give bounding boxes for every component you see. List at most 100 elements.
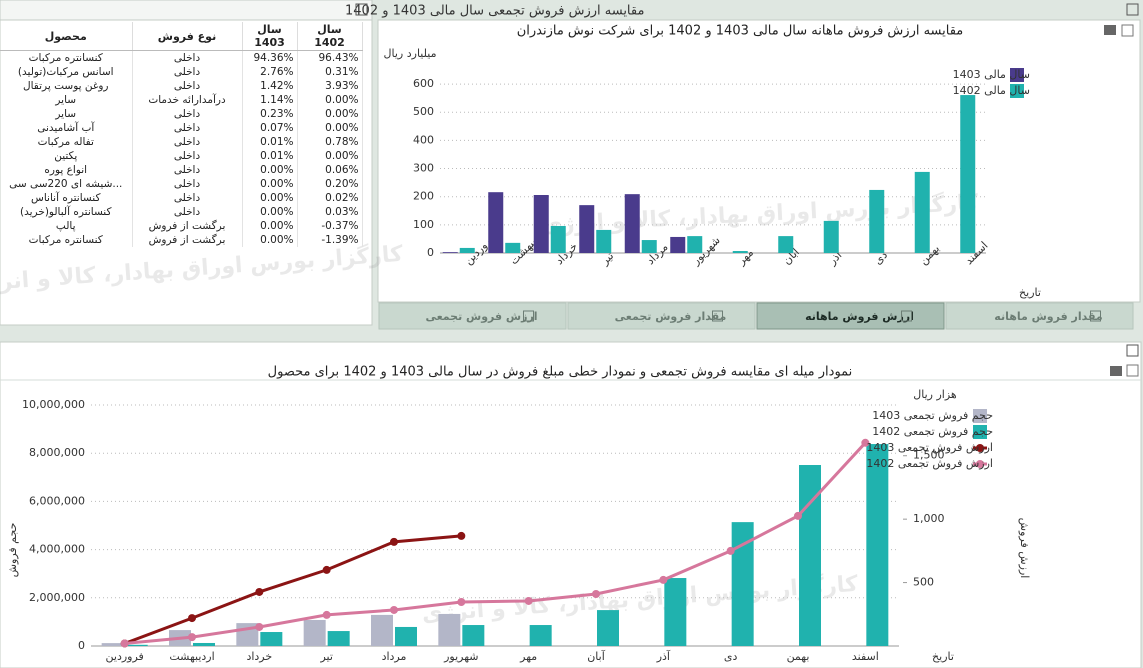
bar (459, 247, 475, 253)
legend-label: سال مالی 1402 (953, 84, 1030, 97)
tab-icon (523, 310, 534, 322)
x-tick-label: شهریور (443, 650, 478, 663)
table-row: کنسانتره آلبالو(خرید) داخلی 0.00% 0.03% (0, 205, 363, 219)
table-cell: 0.00% (297, 107, 363, 121)
bar (533, 195, 549, 253)
bar (641, 240, 657, 253)
table-cell: کنسانتره مرکبات (0, 233, 133, 247)
line-point (726, 546, 735, 555)
legend-swatch (973, 425, 987, 439)
column-header: نوع فروش (132, 22, 243, 51)
line-point (120, 639, 129, 648)
table-cell: 0.23% (242, 107, 298, 121)
table-cell: 1.14% (242, 93, 298, 107)
line-point (524, 596, 533, 605)
y-tick-label: 0 (78, 639, 85, 652)
bar (550, 225, 566, 253)
bar (866, 444, 889, 646)
x-axis-label: تاریخ (1019, 286, 1041, 299)
bar (823, 220, 839, 253)
table-cell: 0.00% (297, 93, 363, 107)
y2-tick-label: 1,500 (913, 449, 945, 462)
tab[interactable] (567, 302, 756, 330)
line-series (124, 441, 867, 645)
line-point (322, 565, 331, 574)
x-tick-label: آذر (656, 649, 671, 663)
table-cell: سایر (0, 107, 133, 121)
legend-marker (976, 444, 984, 452)
table-cell: داخلی (132, 65, 243, 79)
bar (260, 632, 283, 646)
table-row: انواع پوره داخلی 0.00% 0.06% (0, 163, 363, 177)
table-cell: -1.39% (297, 233, 363, 247)
table-cell: داخلی (132, 79, 243, 93)
export-icon[interactable] (1126, 364, 1139, 377)
table-cell: پالپ (0, 219, 133, 233)
sales-share-table: محصول نوع فروش سال 1403 سال 1402 کنسانتره م… (0, 22, 363, 247)
tab[interactable] (378, 302, 567, 330)
y-tick-label: 100 (413, 218, 434, 231)
tab-icon (901, 310, 912, 322)
table-cell: 0.00% (242, 163, 298, 177)
bar (438, 613, 461, 646)
x-tick-label: تیر (319, 650, 332, 663)
legend-label: ارزش فروش تجمعی 1402 (866, 457, 993, 470)
print-icon[interactable] (1110, 366, 1122, 376)
chart-title: نمودار میله ای مقایسه فروش تجمعی و نمودا… (268, 365, 853, 380)
x-tick-label: مهر (519, 650, 537, 663)
table-cell: کنسانتره آناناس (0, 191, 133, 205)
table-cell: 0.00% (242, 233, 298, 247)
print-icon[interactable] (1104, 25, 1116, 35)
legend-label: سال مالی 1403 (953, 68, 1030, 81)
table-cell: درآمدارائه خدمات (132, 93, 243, 107)
maximize-icon[interactable] (1126, 3, 1139, 16)
table-cell: 0.20% (297, 177, 363, 191)
table-cell: انواع پوره (0, 163, 133, 177)
bar (488, 192, 504, 253)
line-point (390, 537, 398, 546)
y2-axis-label: ارزش فروش (1018, 518, 1031, 579)
x-tick-label: مرداد (382, 650, 407, 663)
bar (505, 242, 521, 253)
tab-label: ارزش فروش تجمعی (425, 310, 537, 323)
bar (869, 189, 885, 253)
cumulative-panel (0, 341, 1142, 668)
bar (395, 626, 417, 646)
table-cell: داخلی (132, 107, 243, 121)
y-tick-label: 200 (413, 190, 434, 203)
maximize-icon[interactable] (355, 3, 368, 16)
bar (125, 644, 148, 646)
legend-label: حجم فروش تجمعی 1403 (872, 409, 993, 422)
bar (371, 614, 393, 646)
bar (193, 642, 215, 646)
table-cell: 0.01% (242, 149, 298, 163)
x-tick-label: اسفند (852, 650, 879, 663)
x-tick-label: فروردین (106, 650, 144, 663)
table-cell: کنسانتره آلبالو(خرید) (0, 205, 133, 219)
export-icon[interactable] (1121, 24, 1134, 37)
line-point (592, 589, 600, 598)
table-title-bar (0, 0, 373, 21)
maximize-icon[interactable] (1126, 344, 1139, 357)
table-cell: آب آشامیدنی (0, 121, 133, 135)
y-tick-label: 600 (413, 77, 434, 90)
bar (101, 643, 124, 646)
y-tick-label: 6,000,000 (29, 494, 85, 507)
legend-swatch (973, 409, 987, 423)
table-cell: 0.31% (297, 65, 363, 79)
tab[interactable] (945, 302, 1134, 330)
y2-tick-label: 1,000 (913, 512, 945, 525)
line-point (861, 438, 870, 447)
table-cell: برگشت از فروش (132, 233, 243, 247)
x-tick-label: آبان (587, 649, 605, 663)
table-cell: پکتین (0, 149, 133, 163)
line-point (457, 597, 466, 606)
table-row: کنسانتره مرکبات داخلی 94.36% 96.43% (0, 50, 363, 65)
bar (732, 251, 748, 253)
table-cell: 0.07% (242, 121, 298, 135)
tab[interactable] (756, 302, 945, 330)
table-cell: ...شیشه ای 220سی سی (0, 177, 133, 191)
bar (670, 236, 686, 253)
chart-title: مقایسه ارزش فروش ماهانه سال مالی 1403 و … (517, 24, 964, 39)
bar (778, 236, 794, 253)
